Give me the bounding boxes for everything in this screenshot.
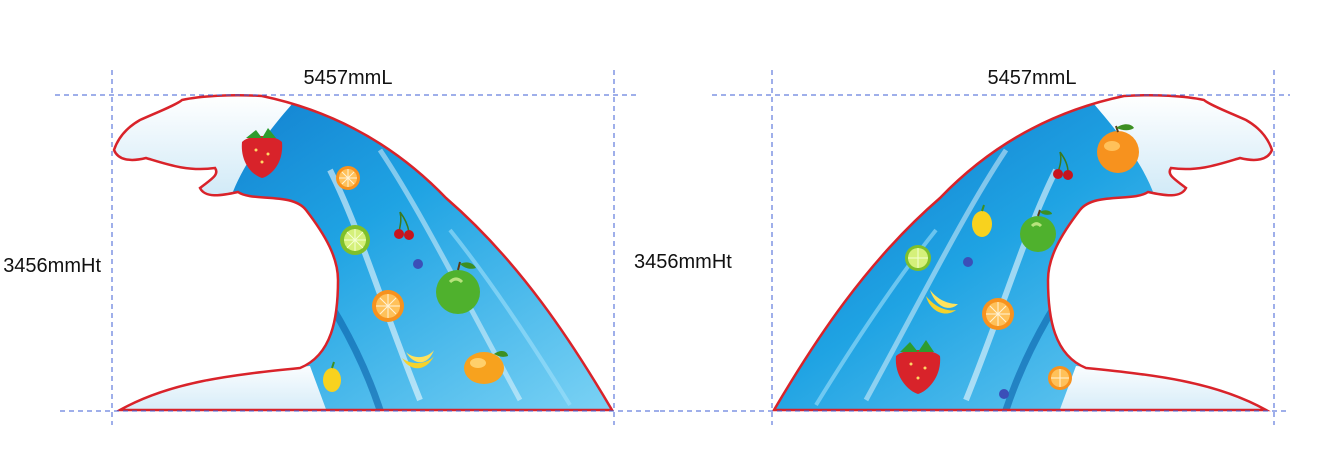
- right-wave-panel: 5457mmL 3456mmHt: [634, 67, 1290, 425]
- orange-slice-icon: [336, 166, 360, 190]
- orange-slice-icon: [1048, 366, 1072, 390]
- lime-slice-icon: [340, 225, 370, 255]
- banana-icon: [402, 350, 434, 369]
- left-wave-panel: 5457mmL 3456mmHt: [3, 67, 660, 425]
- cherry-icon: [1053, 151, 1073, 180]
- blueberry-icon: [999, 389, 1009, 399]
- orange-icon: [1097, 124, 1139, 173]
- right-width-label: 5457mmL: [988, 67, 1077, 89]
- left-width-label: 5457mmL: [304, 67, 393, 89]
- strawberry-icon: [241, 128, 283, 178]
- lemon-icon: [972, 204, 992, 237]
- left-height-label: 3456mmHt: [3, 255, 101, 277]
- blueberry-icon: [413, 259, 423, 269]
- banana-icon: [926, 290, 958, 314]
- lemon-icon: [323, 361, 341, 392]
- green-apple-icon: [436, 261, 480, 314]
- right-height-label: 3456mmHt: [634, 251, 732, 273]
- green-apple-icon: [1020, 209, 1056, 252]
- orange-slice-icon: [982, 298, 1014, 330]
- lime-slice-icon: [905, 245, 931, 271]
- cherry-icon: [394, 211, 414, 240]
- right-wave-outline: [771, 93, 1274, 412]
- left-wave-fill: [114, 95, 612, 410]
- mango-icon: [464, 350, 508, 384]
- blueberry-icon: [963, 257, 973, 267]
- orange-slice-icon: [372, 290, 404, 322]
- left-wave-outline: [112, 93, 615, 412]
- strawberry-icon: [895, 340, 941, 394]
- right-wave-fill: [774, 95, 1272, 410]
